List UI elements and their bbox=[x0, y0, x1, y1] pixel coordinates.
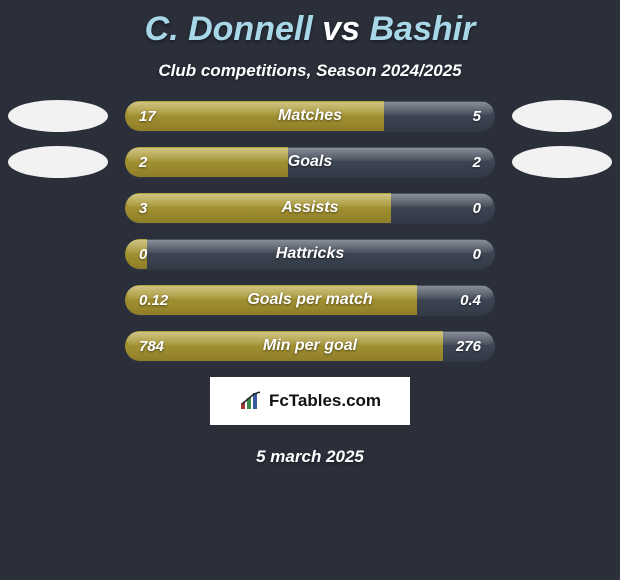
stat-label: Matches bbox=[278, 107, 342, 125]
stat-row-assists: 3 0 Assists bbox=[0, 193, 620, 223]
stat-bar: 17 5 Matches bbox=[125, 101, 495, 131]
stat-value-right: 5 bbox=[459, 108, 495, 125]
stats-list: 17 5 Matches 2 2 Goals bbox=[0, 101, 620, 361]
stat-label: Assists bbox=[282, 199, 339, 217]
chart-icon bbox=[239, 391, 263, 411]
team-badge-right bbox=[512, 100, 612, 132]
stat-value-right: 0 bbox=[459, 246, 495, 263]
team-badge-left bbox=[8, 146, 108, 178]
stat-value-left: 0.12 bbox=[125, 292, 182, 309]
stat-bar-left: 0 bbox=[125, 239, 147, 269]
stat-bar-right: 0 bbox=[391, 193, 495, 223]
stat-value-left: 3 bbox=[125, 200, 161, 217]
stat-label: Min per goal bbox=[263, 337, 357, 355]
stat-value-right: 0 bbox=[459, 200, 495, 217]
stat-value-left: 17 bbox=[125, 108, 170, 125]
stat-label: Goals bbox=[288, 153, 332, 171]
team-badge-left bbox=[8, 100, 108, 132]
stat-bar-left: 3 bbox=[125, 193, 391, 223]
player-a-name: C. Donnell bbox=[145, 10, 313, 48]
team-badge-right bbox=[512, 146, 612, 178]
stat-bar-right: 276 bbox=[443, 331, 495, 361]
infographic-container: C. Donnell vs Bashir Club competitions, … bbox=[0, 0, 620, 580]
stat-bar-right: 5 bbox=[384, 101, 495, 131]
stat-value-left: 2 bbox=[125, 154, 161, 171]
date-text: 5 march 2025 bbox=[0, 447, 620, 467]
stat-bar-left: 17 bbox=[125, 101, 384, 131]
stat-value-right: 2 bbox=[459, 154, 495, 171]
fctables-logo[interactable]: FcTables.com bbox=[210, 377, 410, 425]
vs-text: vs bbox=[322, 10, 360, 48]
stat-value-left: 784 bbox=[125, 338, 178, 355]
page-title: C. Donnell vs Bashir bbox=[0, 10, 620, 49]
stat-bar: 2 2 Goals bbox=[125, 147, 495, 177]
stat-label: Hattricks bbox=[276, 245, 344, 263]
stat-row-hattricks: 0 0 Hattricks bbox=[0, 239, 620, 269]
stat-bar: 3 0 Assists bbox=[125, 193, 495, 223]
stat-value-right: 276 bbox=[442, 338, 495, 355]
stat-bar: 784 276 Min per goal bbox=[125, 331, 495, 361]
stat-row-matches: 17 5 Matches bbox=[0, 101, 620, 131]
stat-bar-left: 2 bbox=[125, 147, 288, 177]
logo-text: FcTables.com bbox=[269, 391, 381, 411]
stat-bar: 0 0 Hattricks bbox=[125, 239, 495, 269]
stat-label: Goals per match bbox=[247, 291, 372, 309]
stat-bar: 0.12 0.4 Goals per match bbox=[125, 285, 495, 315]
stat-bar-right: 0.4 bbox=[417, 285, 495, 315]
player-b-name: Bashir bbox=[370, 10, 476, 48]
stat-value-right: 0.4 bbox=[446, 292, 495, 309]
subtitle: Club competitions, Season 2024/2025 bbox=[0, 61, 620, 81]
stat-row-mpg: 784 276 Min per goal bbox=[0, 331, 620, 361]
stat-row-gpm: 0.12 0.4 Goals per match bbox=[0, 285, 620, 315]
stat-row-goals: 2 2 Goals bbox=[0, 147, 620, 177]
